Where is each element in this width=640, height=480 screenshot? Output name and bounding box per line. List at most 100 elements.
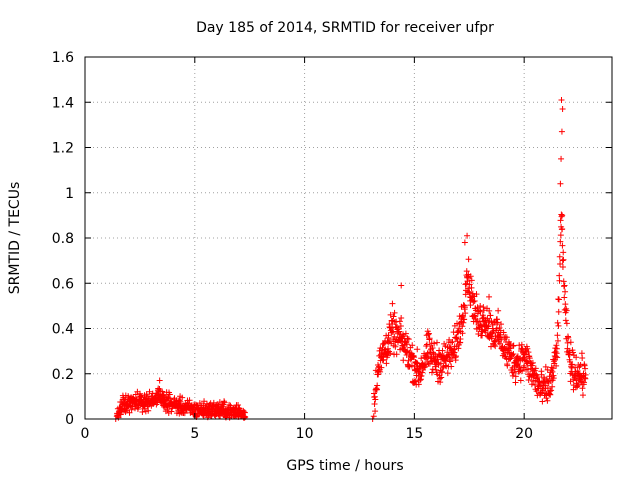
data-point [557, 180, 564, 187]
data-point [510, 342, 517, 349]
data-points [112, 96, 589, 422]
data-point [488, 335, 495, 342]
data-point [498, 321, 505, 328]
data-point [403, 341, 410, 348]
data-point [391, 309, 398, 316]
data-point [510, 342, 517, 349]
x-tick-label: 20 [515, 426, 533, 442]
y-tick-label: 0.2 [52, 367, 74, 383]
data-point [380, 356, 387, 363]
data-point [510, 351, 517, 358]
data-point [555, 322, 562, 329]
data-point [432, 363, 439, 370]
data-point [579, 385, 586, 392]
data-point [389, 300, 396, 307]
data-point [167, 395, 174, 402]
data-point [128, 406, 135, 413]
y-tick-label: 1 [65, 186, 74, 202]
data-point [414, 346, 421, 353]
data-point [548, 387, 555, 394]
data-point [556, 272, 563, 279]
data-point [438, 374, 445, 381]
data-point [521, 362, 528, 369]
data-point [559, 257, 566, 264]
data-point [556, 253, 563, 260]
data-point [477, 303, 484, 310]
data-point [466, 289, 473, 296]
data-point [487, 312, 494, 319]
data-point [468, 294, 475, 301]
data-point [186, 397, 193, 404]
data-point [431, 340, 438, 347]
data-point [524, 345, 531, 352]
data-point [470, 298, 477, 305]
data-point [464, 232, 471, 239]
data-point [461, 304, 468, 311]
data-point [492, 343, 499, 350]
data-point [475, 331, 482, 338]
data-point [453, 334, 460, 341]
y-tick-label: 1.6 [52, 50, 74, 66]
data-point [581, 374, 588, 381]
data-point [513, 362, 520, 369]
data-point [452, 353, 459, 360]
data-point [525, 349, 532, 356]
data-point [146, 388, 153, 395]
data-point [221, 398, 228, 405]
data-point [512, 379, 519, 386]
data-point [460, 319, 467, 326]
data-point [559, 264, 566, 271]
data-point [562, 317, 569, 324]
data-point [159, 388, 166, 395]
data-point [380, 340, 387, 347]
data-point [480, 307, 487, 314]
data-point [439, 347, 446, 354]
data-point [387, 350, 394, 357]
data-point [556, 277, 563, 284]
data-point [496, 324, 503, 331]
data-point [413, 359, 420, 366]
data-point [444, 370, 451, 377]
data-point [504, 362, 511, 369]
data-point [569, 361, 576, 368]
data-point [486, 293, 493, 300]
data-point [221, 399, 228, 406]
data-point [561, 282, 568, 289]
data-point [567, 339, 574, 346]
grid [85, 57, 612, 419]
data-point [550, 375, 557, 382]
data-point [562, 288, 569, 295]
data-point [549, 365, 556, 372]
data-point [518, 341, 525, 348]
data-point [467, 302, 474, 309]
data-point [480, 304, 487, 311]
data-point [388, 317, 395, 324]
data-point [486, 307, 493, 314]
data-point [553, 362, 560, 369]
y-axis-label: SRMTID / TECUs [7, 182, 23, 295]
data-point [396, 318, 403, 325]
data-point [377, 368, 384, 375]
y-tick-label: 1.2 [52, 141, 74, 157]
data-point [449, 338, 456, 345]
data-point [437, 360, 444, 367]
data-point [410, 352, 417, 359]
data-point [474, 318, 481, 325]
x-tick-label: 5 [190, 426, 199, 442]
data-point [463, 280, 470, 287]
data-point [559, 106, 566, 113]
data-point [418, 372, 425, 379]
data-point [563, 307, 570, 314]
data-point [383, 360, 390, 367]
data-point [558, 213, 565, 220]
data-point [581, 362, 588, 369]
data-point [509, 352, 516, 359]
data-point [433, 339, 440, 346]
data-point [566, 351, 573, 358]
data-point [461, 316, 468, 323]
data-point [448, 363, 455, 370]
data-point [582, 365, 589, 372]
data-point [564, 339, 571, 346]
x-tick-label: 15 [405, 426, 423, 442]
data-point [122, 408, 129, 415]
